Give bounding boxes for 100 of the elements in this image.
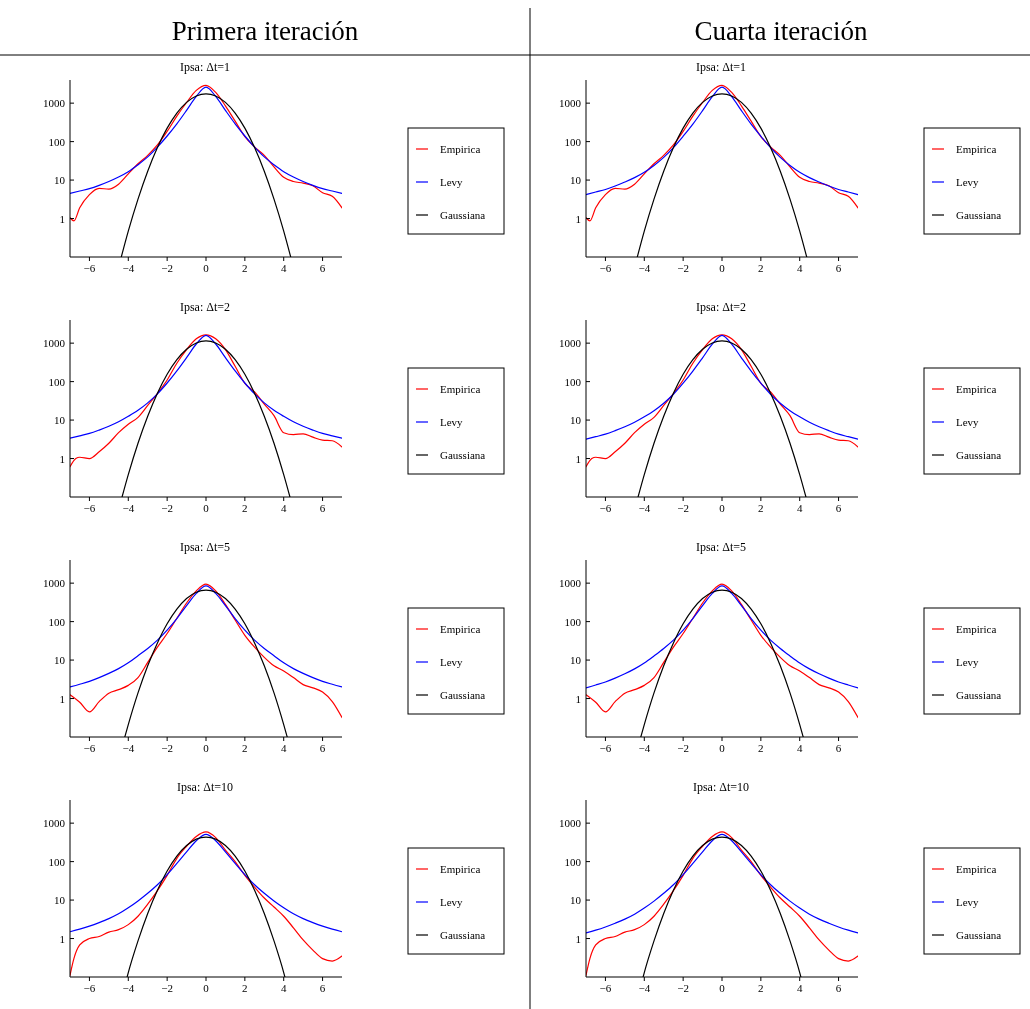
legend-label: Empirica — [440, 143, 481, 155]
legend-label: Gaussiana — [956, 209, 1002, 221]
x-tick-label: 4 — [280, 742, 287, 754]
chart-title: Ipsa: Δt=1 — [179, 60, 231, 74]
legend-label: Levy — [956, 176, 980, 188]
x-tick-label: 2 — [758, 982, 764, 994]
x-tick-label: 0 — [203, 502, 210, 514]
x-tick-label: 0 — [203, 982, 210, 994]
y-tick-label: 1 — [575, 212, 581, 225]
legend-label: Gaussiana — [956, 929, 1002, 941]
legend-label: Empirica — [440, 863, 481, 875]
x-tick-label: −6 — [83, 502, 96, 514]
x-tick-label: −2 — [677, 982, 689, 994]
y-tick-label: 100 — [564, 855, 582, 868]
y-tick-label: 1 — [59, 452, 65, 465]
y-tick-label: 1000 — [43, 97, 66, 110]
line-series — [70, 86, 342, 195]
chart-title: Ipsa: Δt=2 — [695, 300, 747, 314]
x-tick-label: 4 — [796, 982, 803, 994]
y-tick-label: 1000 — [559, 577, 582, 590]
y-tick-label: 10 — [570, 894, 582, 907]
x-tick-label: 4 — [796, 262, 803, 274]
x-tick-label: 2 — [758, 502, 764, 514]
chart-title: Ipsa: Δt=2 — [179, 300, 231, 314]
legend-label: Empirica — [440, 623, 481, 635]
x-tick-label: 4 — [796, 502, 803, 514]
x-tick-label: −4 — [122, 982, 135, 994]
x-tick-label: 6 — [835, 262, 842, 274]
legend-label: Empirica — [956, 383, 997, 395]
x-tick-label: 6 — [835, 982, 842, 994]
x-tick-label: 6 — [835, 502, 842, 514]
x-tick-label: −4 — [122, 262, 135, 274]
chart-title: Ipsa: Δt=10 — [692, 780, 750, 794]
y-tick-label: 100 — [564, 135, 582, 148]
x-tick-label: −4 — [638, 982, 651, 994]
x-tick-label: 0 — [203, 742, 210, 754]
chart-title: Ipsa: Δt=10 — [176, 780, 234, 794]
x-tick-label: 4 — [796, 742, 803, 754]
y-tick-label: 10 — [570, 654, 582, 667]
chart-title: Ipsa: Δt=5 — [179, 540, 231, 554]
legend-label: Levy — [956, 416, 980, 428]
y-tick-label: 1 — [59, 212, 65, 225]
y-tick-label: 1 — [575, 452, 581, 465]
x-tick-label: 2 — [242, 742, 248, 754]
y-tick-label: 10 — [54, 174, 66, 187]
x-tick-label: 6 — [319, 502, 326, 514]
x-tick-label: 2 — [242, 502, 248, 514]
line-series — [586, 334, 858, 440]
x-tick-label: 4 — [280, 982, 287, 994]
y-tick-label: 1 — [575, 692, 581, 705]
x-tick-label: −2 — [677, 262, 689, 274]
legend-label: Gaussiana — [440, 449, 486, 461]
legend-label: Gaussiana — [440, 689, 486, 701]
legend-label: Empirica — [956, 623, 997, 635]
legend-label: Levy — [440, 896, 464, 908]
x-tick-label: −2 — [677, 742, 689, 754]
line-series — [586, 334, 858, 468]
line-series — [586, 833, 858, 934]
y-tick-label: 100 — [564, 615, 582, 628]
legend-label: Empirica — [440, 383, 481, 395]
x-tick-label: −2 — [161, 982, 173, 994]
line-series — [70, 583, 342, 719]
y-tick-label: 1000 — [43, 817, 66, 830]
x-tick-label: −6 — [599, 742, 612, 754]
legend-label: Gaussiana — [440, 929, 486, 941]
x-tick-label: 4 — [280, 262, 287, 274]
x-tick-label: −6 — [599, 502, 612, 514]
x-tick-label: 6 — [835, 742, 842, 754]
line-series — [70, 84, 342, 222]
text: Cuarta iteración — [694, 16, 869, 46]
legend-label: Empirica — [956, 863, 997, 875]
line-series — [70, 334, 342, 439]
y-tick-label: 1000 — [559, 97, 582, 110]
x-tick-label: 2 — [758, 262, 764, 274]
x-tick-label: 2 — [242, 262, 248, 274]
y-tick-label: 10 — [54, 414, 66, 427]
line-series — [586, 583, 858, 719]
legend-label: Levy — [956, 656, 980, 668]
x-tick-label: 0 — [719, 502, 726, 514]
x-tick-label: −4 — [122, 502, 135, 514]
y-tick-label: 10 — [570, 414, 582, 427]
x-tick-label: −2 — [161, 502, 173, 514]
x-tick-label: −4 — [122, 742, 135, 754]
y-tick-label: 100 — [48, 615, 66, 628]
x-tick-label: 6 — [319, 742, 326, 754]
x-tick-label: −4 — [638, 502, 651, 514]
x-tick-label: 2 — [758, 742, 764, 754]
legend-label: Levy — [440, 656, 464, 668]
legend-label: Levy — [956, 896, 980, 908]
x-tick-label: −6 — [83, 982, 96, 994]
y-tick-label: 10 — [570, 174, 582, 187]
y-tick-label: 1 — [59, 932, 65, 945]
x-tick-label: 2 — [242, 982, 248, 994]
legend-label: Gaussiana — [956, 689, 1002, 701]
x-tick-label: −4 — [638, 262, 651, 274]
legend-label: Gaussiana — [956, 449, 1002, 461]
chart-title: Ipsa: Δt=1 — [695, 60, 747, 74]
x-tick-label: 4 — [280, 502, 287, 514]
y-tick-label: 10 — [54, 654, 66, 667]
y-tick-label: 1000 — [559, 817, 582, 830]
